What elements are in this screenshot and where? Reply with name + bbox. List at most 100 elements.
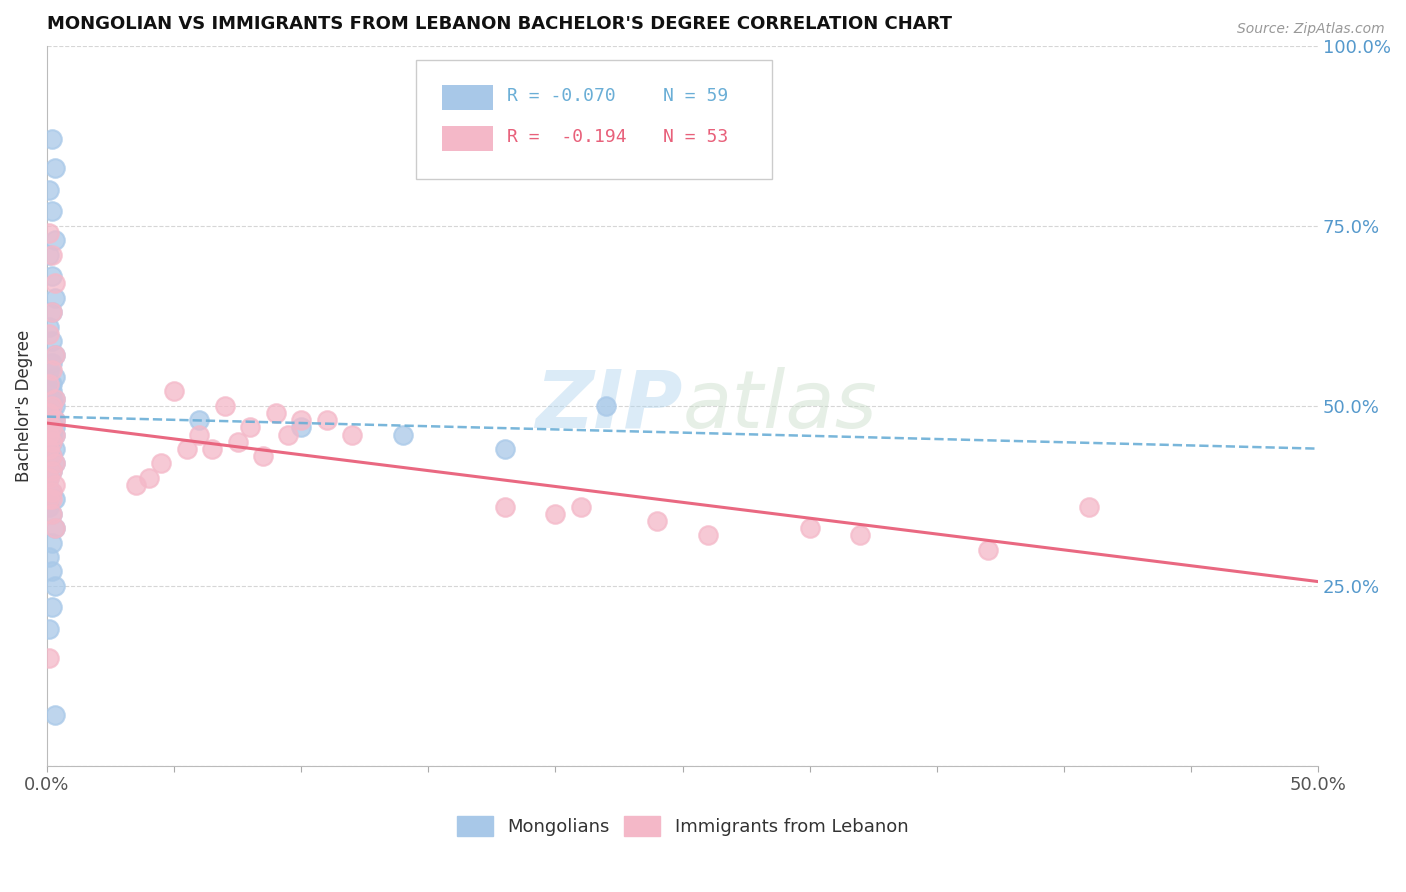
Point: [214, 399, 236, 413]
Point: [239, 420, 262, 434]
Point: [38, 384, 60, 399]
Point: [150, 456, 173, 470]
Point: [38, 363, 60, 377]
Point: [44, 420, 66, 434]
Point: [163, 384, 186, 399]
Point: [41, 420, 63, 434]
Point: [38, 413, 60, 427]
Point: [38, 442, 60, 456]
Point: [44, 413, 66, 427]
Text: Source: ZipAtlas.com: Source: ZipAtlas.com: [1237, 22, 1385, 37]
Point: [44, 392, 66, 406]
Point: [38, 549, 60, 564]
Point: [264, 406, 287, 420]
Point: [44, 370, 66, 384]
Point: [41, 434, 63, 449]
Point: [38, 427, 60, 442]
Point: [41, 413, 63, 427]
Point: [41, 420, 63, 434]
Point: [41, 399, 63, 413]
Point: [41, 600, 63, 615]
Point: [38, 406, 60, 420]
Point: [38, 492, 60, 507]
Point: [41, 434, 63, 449]
Point: [41, 132, 63, 146]
Point: [38, 399, 60, 413]
Point: [41, 464, 63, 478]
Point: [44, 277, 66, 291]
Point: [44, 161, 66, 175]
Point: [41, 269, 63, 284]
Text: R =  -0.194: R = -0.194: [508, 128, 627, 146]
Point: [44, 233, 66, 247]
Point: [38, 183, 60, 197]
Point: [41, 204, 63, 219]
Point: [125, 478, 148, 492]
Point: [41, 449, 63, 463]
Point: [41, 565, 63, 579]
Point: [44, 478, 66, 492]
Point: [41, 449, 63, 463]
Point: [392, 427, 415, 442]
Point: [38, 434, 60, 449]
Point: [290, 420, 312, 434]
Point: [290, 413, 312, 427]
Point: [697, 528, 720, 542]
Point: [38, 622, 60, 636]
Point: [976, 542, 998, 557]
Point: [41, 377, 63, 392]
Point: [44, 427, 66, 442]
Point: [41, 507, 63, 521]
Point: [44, 492, 66, 507]
Point: [41, 485, 63, 500]
Point: [44, 399, 66, 413]
Point: [41, 305, 63, 319]
Point: [44, 427, 66, 442]
Point: [569, 500, 592, 514]
Point: [38, 650, 60, 665]
Point: [41, 305, 63, 319]
Point: [41, 507, 63, 521]
Point: [340, 427, 363, 442]
Text: N = 59: N = 59: [664, 87, 728, 105]
Point: [494, 500, 516, 514]
Point: [44, 413, 66, 427]
Point: [188, 427, 211, 442]
Text: ZIP: ZIP: [536, 367, 682, 445]
Point: [41, 406, 63, 420]
Point: [544, 507, 567, 521]
Point: [799, 521, 821, 535]
Point: [44, 708, 66, 723]
Point: [38, 247, 60, 261]
Point: [38, 471, 60, 485]
Point: [41, 492, 63, 507]
Point: [44, 348, 66, 362]
Point: [38, 449, 60, 463]
Point: [1078, 500, 1101, 514]
Point: [38, 377, 60, 392]
Point: [41, 399, 63, 413]
Point: [41, 247, 63, 261]
FancyBboxPatch shape: [443, 126, 494, 151]
Point: [38, 427, 60, 442]
Point: [315, 413, 337, 427]
FancyBboxPatch shape: [416, 60, 772, 179]
Y-axis label: Bachelor's Degree: Bachelor's Degree: [15, 330, 32, 482]
Text: atlas: atlas: [682, 367, 877, 445]
Text: R = -0.070: R = -0.070: [508, 87, 616, 105]
Point: [201, 442, 224, 456]
Point: [277, 427, 299, 442]
Point: [41, 535, 63, 549]
Point: [41, 363, 63, 377]
Point: [44, 442, 66, 456]
Point: [44, 456, 66, 470]
Point: [44, 521, 66, 535]
FancyBboxPatch shape: [443, 85, 494, 110]
Point: [44, 392, 66, 406]
Point: [38, 471, 60, 485]
Point: [44, 291, 66, 305]
Point: [595, 399, 617, 413]
Text: N = 53: N = 53: [664, 128, 728, 146]
Point: [44, 456, 66, 470]
Point: [41, 355, 63, 369]
